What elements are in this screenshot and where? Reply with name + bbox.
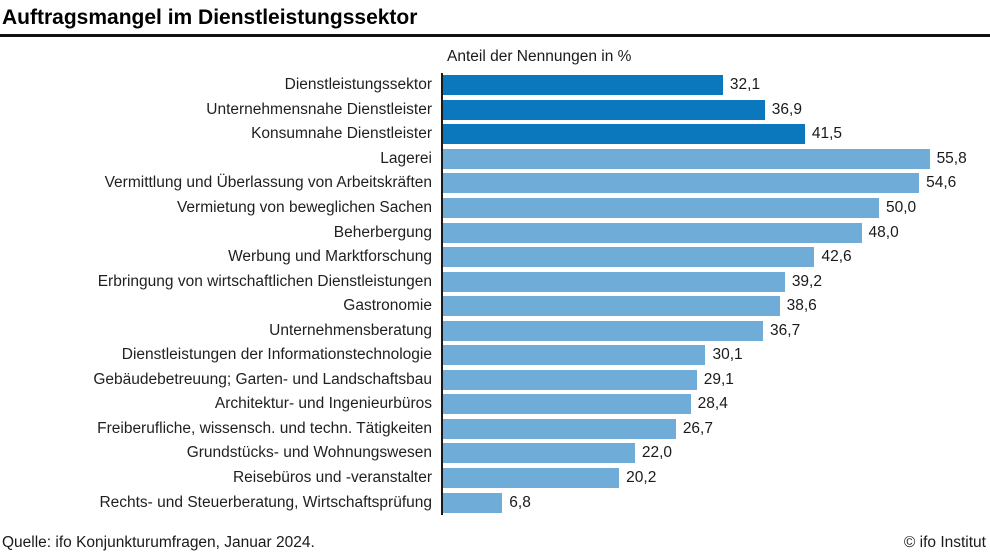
bar-chart: Dienstleistungssektor 32,1 Unternehmensn… [0,73,990,515]
bar-label: Architektur- und Ingenieurbüros [214,395,432,413]
bar [443,198,879,218]
bar [443,296,780,317]
bar-track: 38,6 [441,293,990,319]
bar-label: Dienstleistungen der Informationstechnol… [121,346,432,364]
bar-label: Werbung und Marktforschung [228,248,432,266]
bar [443,369,697,390]
bar-label: Reisebüros und -veranstalter [232,469,432,487]
bar-row: Dienstleistungssektor 32,1 [0,73,990,98]
bar-value: 32,1 [729,76,761,94]
bar [443,99,765,120]
title-divider [0,34,990,37]
bar [443,320,764,341]
bar [443,173,920,194]
bar-row: Reisebüros und -veranstalter 20,2 [0,465,990,491]
bar [443,75,723,96]
bar-value: 29,1 [703,370,734,388]
bar-row: Lagerei 55,8 [0,146,990,172]
bar-track: 29,1 [441,367,990,393]
bar [443,443,635,464]
bar-track: 6,8 [441,490,990,515]
bar-row: Freiberufliche, wissensch. und techn. Tä… [0,416,990,442]
bar-value: 26,7 [682,419,713,437]
bar-value: 48,0 [868,223,899,241]
bar-value: 38,6 [786,297,817,315]
bar [443,247,815,268]
page-title: Auftragsmangel im Dienstleistungssektor [2,6,418,29]
bar-track: 39,2 [441,269,990,294]
bar-label: Dienstleistungssektor [284,76,432,94]
bar-row: Gebäudebetreuung; Garten- und Landschaft… [0,367,990,393]
bar-row: Grundstücks- und Wohnungswesen 22,0 [0,441,990,466]
footer: Quelle: ifo Konjunkturumfragen, Januar 2… [2,534,986,552]
bar-track: 28,4 [441,392,990,417]
bar-label: Erbringung von wirtschaftlichen Dienstle… [97,272,432,290]
bar-track: 26,7 [441,416,990,442]
source-note: Quelle: ifo Konjunkturumfragen, Januar 2… [2,534,315,551]
bar-row: Erbringung von wirtschaftlichen Dienstle… [0,269,990,294]
bar-row: Werbung und Marktforschung 42,6 [0,244,990,270]
bar [443,394,691,415]
bar-label: Vermittlung und Überlassung von Arbeitsk… [104,174,432,192]
bar [443,468,620,489]
bar-value: 36,7 [770,321,801,339]
bar-label: Vermietung von beweglichen Sachen [176,199,432,216]
bar-row: Vermittlung und Überlassung von Arbeitsk… [0,171,990,196]
copyright-note: © ifo Institut [903,534,986,551]
bar-row: Architektur- und Ingenieurbüros 28,4 [0,392,990,417]
bar-value: 54,6 [926,174,957,192]
bar [443,222,862,243]
bar-track: 22,0 [441,441,990,466]
bar-track: 36,9 [441,97,990,123]
bar-label: Lagerei [380,149,432,167]
bar-row: Dienstleistungen der Informationstechnol… [0,343,990,368]
bar-row: Vermietung von beweglichen Sachen 50,0 [0,195,990,221]
bar-value: 20,2 [626,469,657,487]
bar-label: Konsumnahe Dienstleister [251,125,432,143]
bar-track: 54,6 [441,171,990,196]
bar-label: Beherbergung [333,223,432,241]
bar-value: 42,6 [821,248,852,266]
bar-label: Unternehmensberatung [269,321,432,339]
bar-label: Freiberufliche, wissensch. und techn. Tä… [97,419,432,437]
bar-value: 50,0 [886,199,917,216]
bar [443,492,503,513]
bar-value: 41,5 [811,125,843,143]
bar-label: Gebäudebetreuung; Garten- und Landschaft… [93,370,432,388]
bar-track: 50,0 [441,195,990,221]
bar-label: Rechts- und Steuerberatung, Wirtschaftsp… [99,493,432,511]
bar-row: Unternehmensnahe Dienstleister 36,9 [0,97,990,123]
bar-row: Rechts- und Steuerberatung, Wirtschaftsp… [0,490,990,515]
bar-track: 41,5 [441,122,990,147]
bar-row: Unternehmensberatung 36,7 [0,318,990,344]
bar-value: 55,8 [936,149,967,167]
bar-row: Gastronomie 38,6 [0,293,990,319]
bar-label: Grundstücks- und Wohnungswesen [186,444,432,462]
bar-value: 28,4 [697,395,728,413]
bar-track: 20,2 [441,465,990,491]
bar-value: 36,9 [771,100,802,118]
bar-value: 6,8 [509,493,531,511]
bar-track: 30,1 [441,343,990,368]
bar [443,345,706,366]
bar [443,124,805,145]
bar-track: 48,0 [441,220,990,245]
bar-track: 42,6 [441,244,990,270]
bar-track: 32,1 [441,73,990,98]
bar-track: 36,7 [441,318,990,344]
bar-label: Gastronomie [343,297,432,315]
bar-row: Beherbergung 48,0 [0,220,990,245]
bar-value: 39,2 [791,272,822,290]
bar-value: 22,0 [641,444,672,462]
bar [443,418,676,439]
bar-value: 30,1 [712,346,743,364]
bar-label: Unternehmensnahe Dienstleister [206,100,432,118]
bar-track: 55,8 [441,146,990,172]
bar [443,271,785,292]
bar [443,148,930,169]
bar-row: Konsumnahe Dienstleister 41,5 [0,122,990,147]
chart-title: Anteil der Nennungen in % [447,48,632,65]
